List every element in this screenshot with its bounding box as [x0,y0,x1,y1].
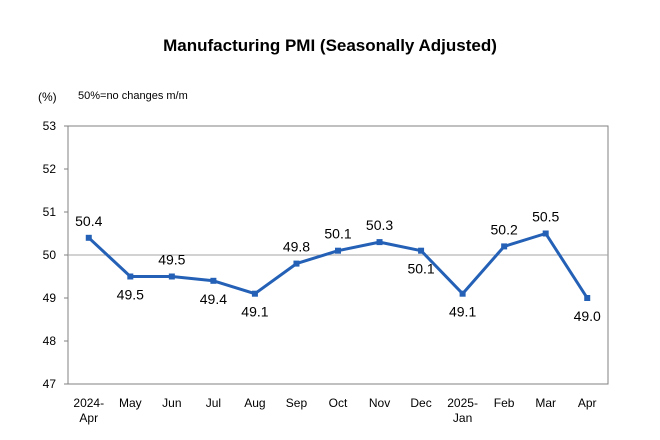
x-tick-label: Oct [329,396,348,410]
x-tick-label: Apr [578,396,597,410]
data-label: 49.4 [200,291,227,307]
data-point [251,290,258,297]
x-tick-label: Mar [535,396,556,410]
y-tick-label: 49 [43,291,57,305]
data-point [376,239,383,246]
y-tick-label: 48 [43,334,57,348]
data-point [210,277,217,284]
x-tick-label: Jun [162,396,181,410]
data-point [127,273,134,280]
y-tick-label: 51 [43,205,57,219]
data-label: 49.0 [574,308,601,324]
data-point [584,295,591,301]
data-point [335,247,341,254]
data-point [542,230,549,237]
data-label: 49.8 [283,239,310,255]
y-tick-label: 53 [43,119,57,133]
x-tick-label: Jul [206,396,221,410]
reference-note: 50%=no changes m/m [78,90,188,102]
data-label: 50.5 [532,209,559,225]
chart-title: Manufacturing PMI (Seasonally Adjusted) [163,36,497,55]
data-label: 49.5 [158,252,185,268]
data-point [293,260,300,267]
x-tick-label: 2024-Apr [73,396,104,425]
x-tick-label: Sep [286,396,308,410]
data-label: 50.4 [75,213,102,229]
x-tick-label: Feb [494,396,515,410]
y-tick-label: 47 [43,377,57,391]
x-tick-label: Aug [244,396,265,410]
y-unit-label: (%) [38,90,57,104]
data-label: 50.1 [407,261,434,277]
y-tick-label: 50 [43,248,57,262]
x-tick-label: May [119,396,142,410]
x-tick-label: Nov [369,396,390,410]
x-tick-label: 2025-Jan [447,396,478,425]
x-tick-label: Dec [410,396,431,410]
data-label: 49.5 [117,287,144,303]
y-tick-label: 52 [43,162,57,176]
data-label: 49.1 [241,304,268,320]
data-point [418,247,425,254]
data-label: 49.1 [449,304,476,320]
data-label: 50.3 [366,217,393,233]
data-point [85,234,92,241]
data-point [459,290,466,297]
data-label: 50.2 [491,221,518,237]
data-point [501,243,508,250]
data-label: 50.1 [324,226,351,242]
data-point [168,273,175,280]
